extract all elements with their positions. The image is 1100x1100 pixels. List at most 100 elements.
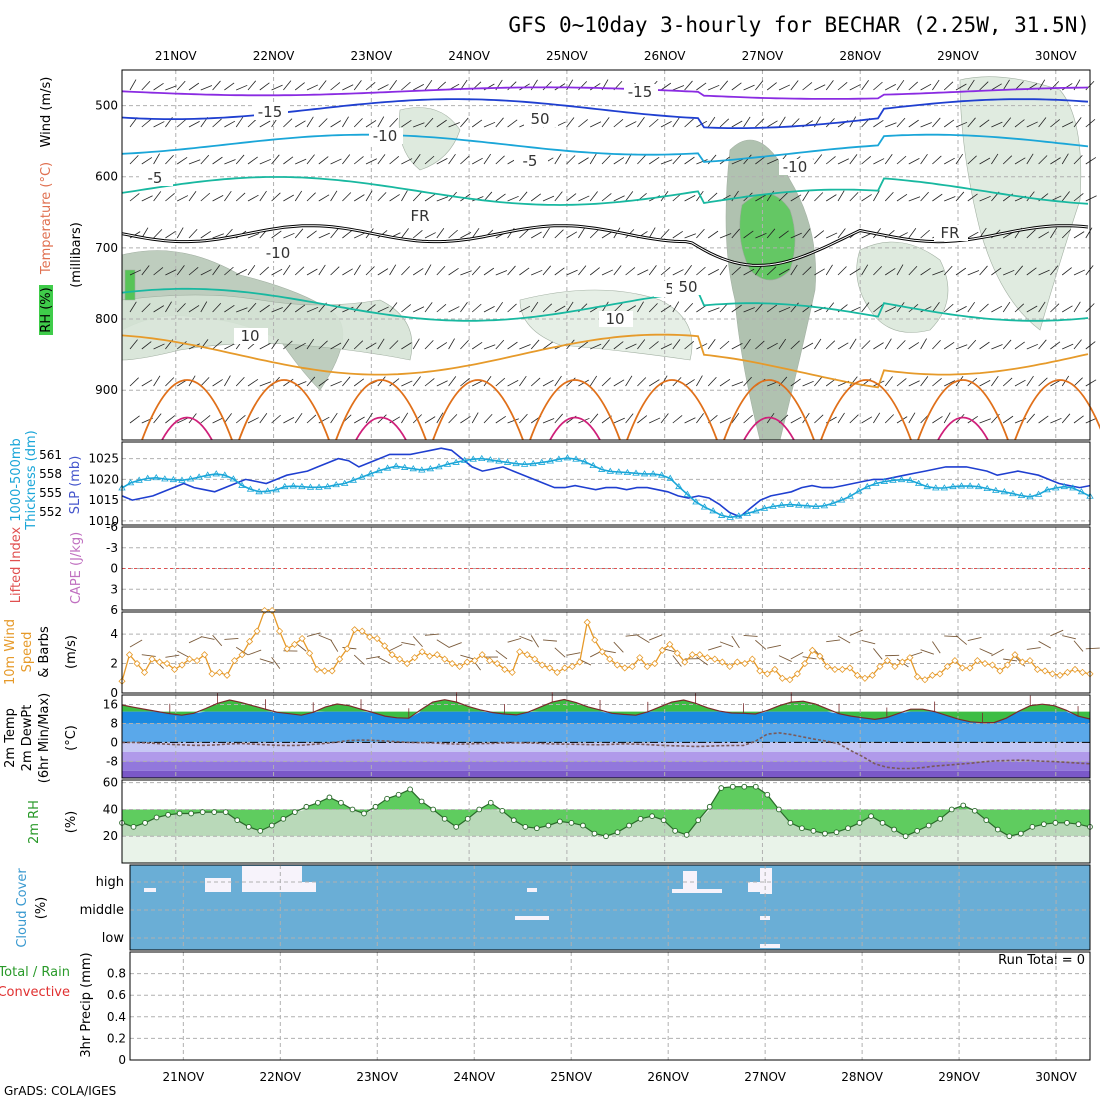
surface-wind-barb (873, 648, 883, 660)
wind-barb (283, 80, 292, 91)
contour-label-bg (262, 245, 296, 261)
wind-speed-point (516, 648, 524, 656)
surface-wind-barb (637, 635, 650, 643)
thickness-marker (315, 483, 323, 490)
wind-barb (377, 414, 387, 424)
surface-wind-barb (519, 635, 533, 642)
hot-contour (743, 416, 795, 441)
surface-wind-barb (932, 641, 941, 654)
wind-barb (460, 155, 470, 165)
wind-barb (932, 416, 943, 424)
contour-label-bg (599, 311, 633, 327)
thickness-marker (846, 492, 854, 499)
wind-barb (908, 412, 916, 424)
wind-barb (342, 376, 351, 387)
wind-barb (330, 266, 340, 276)
wind-barb (908, 81, 918, 91)
wind-barb (377, 116, 385, 128)
wind-barb (991, 153, 999, 165)
wind-barb (188, 191, 197, 202)
wind-barb (212, 233, 224, 239)
wind-barb (330, 120, 341, 128)
wind-barb (825, 80, 834, 91)
wind-barb (578, 119, 588, 128)
humidity-panel: 60 40 20 (103, 776, 1093, 864)
wind-speed-point (763, 670, 771, 678)
wind-barb (519, 229, 529, 239)
wind-barb (1085, 379, 1097, 387)
wind-speed-point (268, 606, 276, 615)
thickness-tick-label: 555 (39, 486, 62, 500)
surface-wind-barb (625, 634, 640, 637)
thickness-marker (469, 455, 477, 462)
thickness-marker (152, 473, 160, 481)
surface-wind-barb (554, 647, 566, 658)
wind-barb (920, 338, 927, 350)
wind-barb (743, 307, 755, 313)
date-label-bottom: 28NOV (841, 1070, 883, 1084)
wind-barb (778, 306, 791, 313)
wind-barb (507, 341, 518, 350)
wind-barb (542, 341, 553, 350)
wind-barb (377, 376, 386, 387)
cloud-block (672, 889, 722, 893)
wind-barb (141, 341, 152, 350)
thickness-marker (195, 473, 203, 480)
wind-speed-point (463, 658, 471, 666)
wind-speed-point (411, 654, 419, 662)
wind-barb (1085, 341, 1096, 350)
thickness-marker (392, 462, 400, 469)
date-axis-top: 21NOV 22NOV 23NOV 24NOV 25NOV 26NOV 27NOV 28NOV… (155, 49, 1077, 63)
thickness-marker (1060, 482, 1069, 490)
wind-barb (424, 79, 433, 91)
wind-speed-point (291, 640, 299, 648)
warm-contour (1014, 379, 1100, 441)
wind-speed-line (121, 609, 1091, 682)
thickness-marker (717, 511, 726, 518)
wind-barb (188, 266, 199, 276)
wind-barb (259, 190, 267, 202)
rh-tick: 60 (103, 776, 118, 790)
wind-barb (542, 418, 555, 424)
surface-wind-barb (389, 644, 403, 652)
thickness-marker (486, 456, 495, 463)
wind-barb (153, 375, 161, 387)
rh-point (418, 798, 425, 805)
wind-barb (224, 190, 232, 202)
cloud-block (748, 882, 760, 892)
wind-barb (542, 195, 555, 202)
surface-wind-barb (188, 636, 202, 644)
wind-barb (495, 155, 505, 165)
wind-barb (708, 269, 719, 276)
wind-barb (424, 416, 436, 424)
rh-point (188, 810, 194, 817)
wind-barb (519, 344, 531, 350)
wind-barb (188, 305, 200, 313)
wind-barb (365, 190, 373, 202)
wind-speed-point (831, 665, 839, 674)
surface-wind-barb (224, 637, 239, 640)
wind-barb (153, 305, 164, 313)
wind-barb (531, 269, 543, 276)
thickness-marker (126, 479, 135, 486)
wind-barb (1085, 417, 1097, 424)
wind-barb (365, 304, 376, 313)
surface-wind-barb (849, 629, 863, 636)
thickness-marker (400, 463, 409, 470)
wind-barb (648, 341, 659, 350)
slp-axis-label: SLP (mb) (68, 456, 83, 515)
wind-barb (955, 306, 967, 313)
rh-point (315, 799, 321, 806)
wind-barb (979, 418, 991, 424)
rh-axis-label: RH (%) (39, 287, 54, 332)
wind-barb (235, 376, 245, 387)
wind-barb (413, 84, 424, 91)
wind-barb (165, 231, 176, 239)
wind-barb (861, 155, 872, 165)
wind-barb (294, 228, 304, 239)
wind-barb (601, 231, 613, 239)
wind-barb (495, 339, 505, 350)
wind-barb (1062, 121, 1074, 128)
cloud-block (760, 868, 772, 894)
wind-barb (460, 270, 472, 276)
